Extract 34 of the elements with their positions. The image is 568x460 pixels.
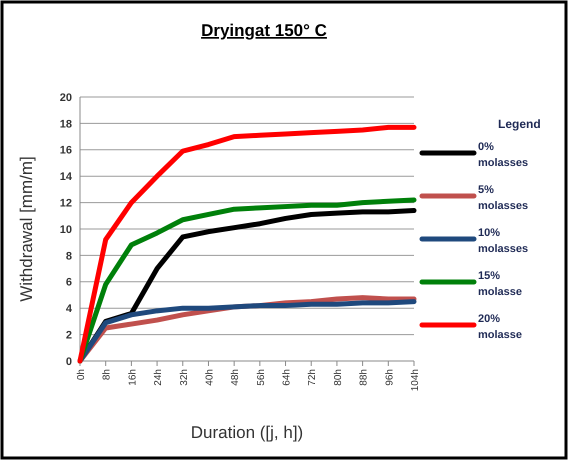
y-tick-label: 20 xyxy=(60,92,72,104)
x-tick-label: 64h xyxy=(282,369,293,386)
y-tick-label: 6 xyxy=(66,276,72,289)
legend-title: Legend xyxy=(498,117,541,131)
x-tick-label: 104h xyxy=(410,369,421,392)
y-axis-title: Withdrawal [mm/m] xyxy=(17,156,36,302)
x-tick-label: 32h xyxy=(178,369,190,386)
y-tick-label: 12 xyxy=(60,197,72,210)
y-tick-label: 10 xyxy=(60,224,72,236)
legend-label: 15% molasse xyxy=(478,270,522,298)
x-tick-label: 80h xyxy=(332,369,344,386)
legend-label: 0% molasses xyxy=(478,141,528,169)
x-tick-label: 8h xyxy=(102,369,113,380)
y-tick-label: 4 xyxy=(66,303,73,316)
y-tick-label: 14 xyxy=(60,171,73,184)
y-tick-label: 8 xyxy=(66,250,72,262)
chart-title: Dryingat 150° C xyxy=(201,21,327,40)
x-tick-label: 0h xyxy=(76,369,87,380)
x-tick-label: 16h xyxy=(127,369,138,386)
x-tick-label: 40h xyxy=(204,369,216,386)
x-tick-label: 24h xyxy=(153,369,164,386)
legend-label: 20% molasse xyxy=(478,313,522,341)
x-tick-label: 72h xyxy=(307,369,318,386)
x-axis-title: Duration ([j, h]) xyxy=(190,423,304,442)
legend-label: 5% molasses xyxy=(478,184,528,212)
y-tick-label: 0 xyxy=(66,356,72,368)
y-tick-label: 18 xyxy=(60,118,72,130)
legend-label: 10% molasses xyxy=(478,227,528,255)
y-tick-label: 16 xyxy=(60,144,72,157)
x-tick-label: 96h xyxy=(384,369,396,386)
x-tick-label: 88h xyxy=(358,369,370,386)
y-tick-label: 2 xyxy=(66,329,72,342)
x-tick-label: 48h xyxy=(230,369,242,386)
x-tick-label: 56h xyxy=(256,369,267,386)
